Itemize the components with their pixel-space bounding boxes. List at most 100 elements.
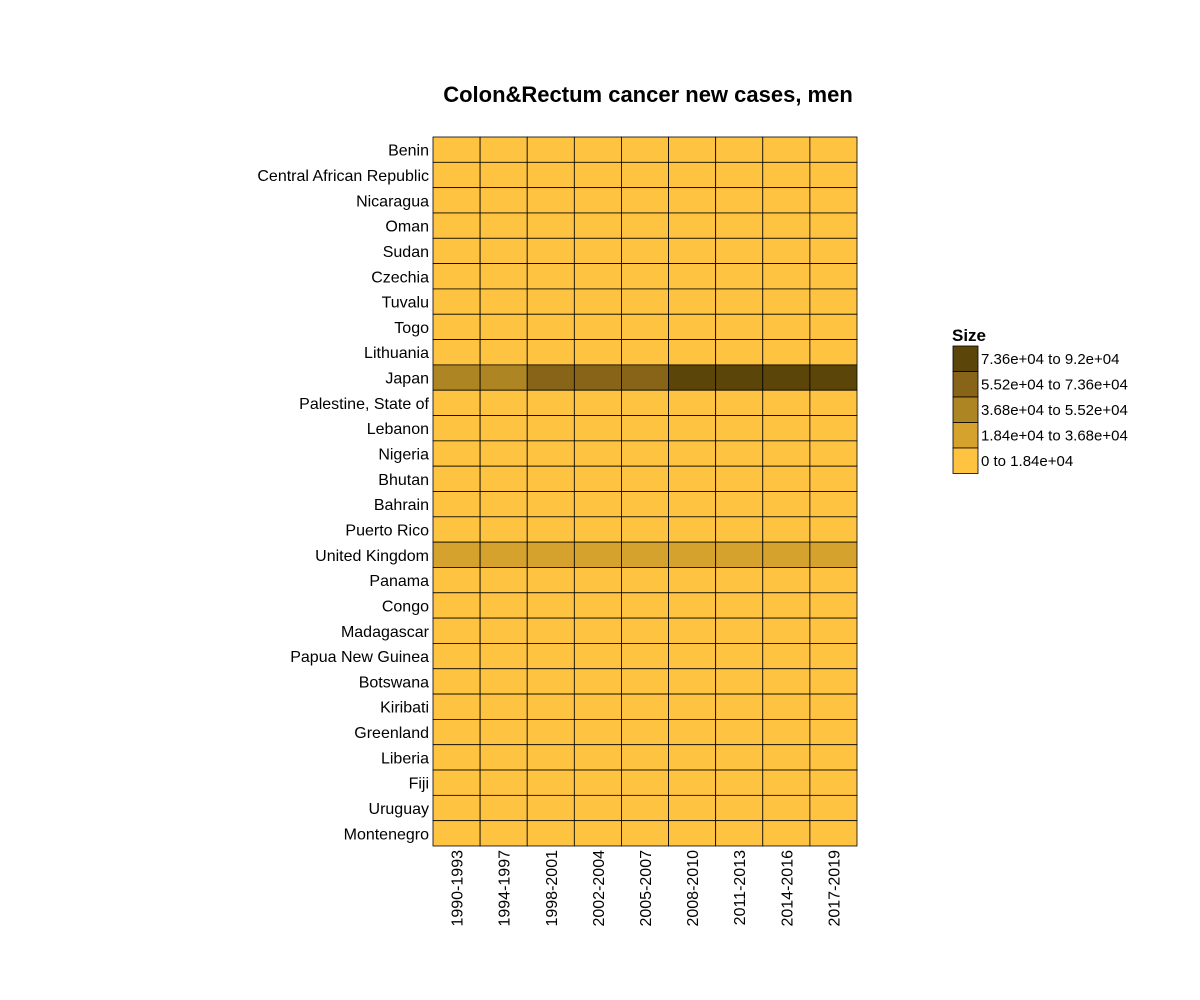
y-tick-label: Palestine, State of xyxy=(299,396,429,413)
x-tick-label: 2017-2019 xyxy=(826,850,843,927)
heatmap-cell xyxy=(762,212,811,239)
heatmap-cell xyxy=(479,617,528,644)
heatmap-cell xyxy=(668,187,717,214)
heatmap-cell xyxy=(479,718,528,746)
heatmap-cell xyxy=(621,744,669,771)
heatmap-cell xyxy=(668,668,717,695)
heatmap-cell xyxy=(668,769,717,796)
heatmap-cell xyxy=(715,263,764,290)
heatmap-cell xyxy=(479,288,528,315)
heatmap-cell xyxy=(526,693,575,720)
heatmap-cell xyxy=(479,491,528,518)
y-tick-label: Nigeria xyxy=(378,447,429,464)
heatmap-cell xyxy=(573,617,622,644)
heatmap-cell xyxy=(809,415,858,442)
heatmap-cell xyxy=(809,187,858,214)
heatmap-cell xyxy=(621,263,669,290)
heatmap-cell xyxy=(573,718,622,746)
heatmap-cell xyxy=(762,491,811,518)
y-tick-label: Papua New Guinea xyxy=(290,649,429,666)
heatmap-cell xyxy=(809,567,858,594)
heatmap-cell xyxy=(526,212,575,239)
heatmap-cell xyxy=(621,339,669,366)
y-tick-label: Puerto Rico xyxy=(345,522,429,539)
heatmap-cell xyxy=(526,364,575,391)
heatmap-cell xyxy=(573,212,622,239)
heatmap-cell xyxy=(809,541,858,568)
heatmap-cell xyxy=(762,364,811,391)
heatmap-cell xyxy=(479,313,528,340)
heatmap-cell xyxy=(621,693,669,720)
heatmap-cell xyxy=(621,187,669,214)
y-tick-label: Oman xyxy=(385,219,429,236)
heatmap-cell xyxy=(479,769,528,796)
heatmap-cell xyxy=(668,415,717,442)
heatmap-cell xyxy=(432,288,481,315)
y-tick-label: Montenegro xyxy=(344,826,429,843)
heatmap-cell xyxy=(432,820,481,847)
heatmap-cell xyxy=(715,313,764,340)
heatmap-cell xyxy=(668,465,717,492)
heatmap-cell xyxy=(668,288,717,315)
heatmap-cell xyxy=(668,718,717,746)
heatmap-cell xyxy=(432,136,481,163)
legend-swatch xyxy=(952,371,979,398)
heatmap-cell xyxy=(762,389,811,416)
heatmap-cell xyxy=(668,263,717,290)
heatmap-cell xyxy=(526,237,575,265)
heatmap-cell xyxy=(668,820,717,847)
heatmap-cell xyxy=(809,491,858,518)
heatmap-cell xyxy=(762,820,811,847)
y-tick-label: Lebanon xyxy=(367,421,429,438)
heatmap-cell xyxy=(526,187,575,214)
heatmap-cell xyxy=(573,516,622,543)
heatmap-cell xyxy=(573,263,622,290)
heatmap-cell xyxy=(668,794,717,822)
y-tick-label: Sudan xyxy=(383,244,429,261)
heatmap-cell xyxy=(432,212,481,239)
legend: Size 7.36e+04 to 9.2e+04 5.52e+04 to 7.36… xyxy=(952,326,1128,474)
heatmap-cell xyxy=(809,617,858,644)
heatmap-cell xyxy=(573,693,622,720)
heatmap-cell xyxy=(479,339,528,366)
heatmap-cell xyxy=(809,465,858,492)
heatmap-cell xyxy=(479,820,528,847)
heatmap-cell xyxy=(573,389,622,416)
heatmap-cell xyxy=(809,820,858,847)
heatmap-cell xyxy=(809,516,858,543)
heatmap-cell xyxy=(715,541,764,568)
y-tick-label: Benin xyxy=(388,143,429,160)
heatmap-cell xyxy=(715,794,764,822)
heatmap-cell xyxy=(809,693,858,720)
heatmap-cell xyxy=(715,364,764,391)
heatmap-cell xyxy=(809,592,858,619)
heatmap-cell xyxy=(715,136,764,163)
heatmap-cell xyxy=(573,313,622,340)
heatmap-cell xyxy=(762,668,811,695)
heatmap-cell xyxy=(762,161,811,189)
heatmap-cell xyxy=(573,567,622,594)
heatmap-cell xyxy=(668,516,717,543)
x-tick-label: 2005-2007 xyxy=(638,850,655,927)
heatmap-cell xyxy=(621,440,669,467)
heatmap-cell xyxy=(479,389,528,416)
heatmap-cell xyxy=(809,794,858,822)
legend-label: 3.68e+04 to 5.52e+04 xyxy=(981,402,1128,419)
heatmap-cell xyxy=(809,339,858,366)
y-tick-label: Japan xyxy=(385,371,429,388)
heatmap-cell xyxy=(573,161,622,189)
heatmap-cell xyxy=(621,718,669,746)
heatmap-cell xyxy=(573,136,622,163)
x-tick-label: 1994-1997 xyxy=(497,850,514,927)
heatmap-cell xyxy=(715,693,764,720)
heatmap-cell xyxy=(715,592,764,619)
heatmap-cell xyxy=(526,161,575,189)
heatmap-cell xyxy=(668,617,717,644)
heatmap-cell xyxy=(668,643,717,670)
heatmap-cell xyxy=(479,668,528,695)
heatmap-cell xyxy=(479,440,528,467)
x-tick-label: 2008-2010 xyxy=(685,850,702,927)
heatmap-cell xyxy=(762,136,811,163)
heatmap-cell xyxy=(526,263,575,290)
heatmap-cell xyxy=(526,516,575,543)
